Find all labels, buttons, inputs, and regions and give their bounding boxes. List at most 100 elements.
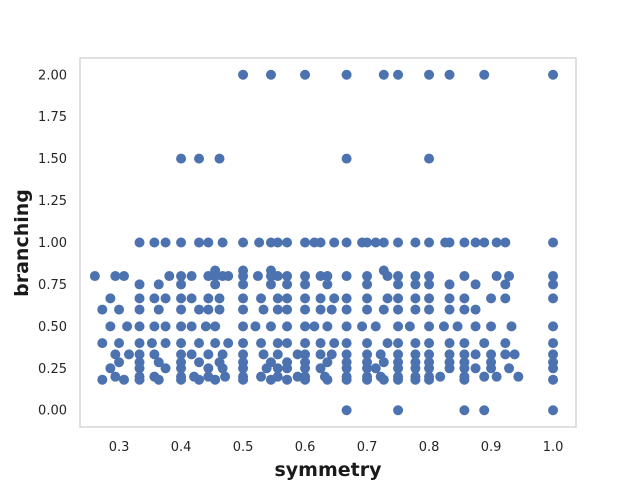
data-point bbox=[105, 321, 116, 332]
data-point bbox=[410, 237, 421, 248]
data-point bbox=[176, 237, 187, 248]
data-point bbox=[300, 304, 311, 315]
data-point bbox=[210, 279, 221, 290]
data-point bbox=[444, 69, 455, 80]
data-point bbox=[186, 321, 197, 332]
data-point bbox=[265, 321, 276, 332]
x-tick-label: 0.4 bbox=[171, 440, 192, 455]
data-point bbox=[134, 338, 145, 349]
data-point bbox=[424, 293, 435, 304]
data-point bbox=[160, 293, 171, 304]
data-point bbox=[238, 374, 249, 385]
data-point bbox=[238, 338, 249, 349]
data-point bbox=[105, 293, 116, 304]
data-point bbox=[424, 304, 435, 315]
data-point bbox=[479, 237, 490, 248]
data-point bbox=[238, 304, 249, 315]
data-point bbox=[322, 321, 333, 332]
data-point bbox=[119, 271, 130, 282]
data-point bbox=[378, 304, 389, 315]
data-point bbox=[470, 279, 481, 290]
data-point bbox=[357, 321, 368, 332]
data-point bbox=[410, 293, 421, 304]
data-point bbox=[341, 321, 352, 332]
data-point bbox=[238, 321, 249, 332]
data-point bbox=[378, 69, 389, 80]
data-point bbox=[341, 363, 352, 374]
data-point bbox=[459, 338, 470, 349]
data-point bbox=[149, 293, 160, 304]
data-point bbox=[210, 338, 221, 349]
data-point bbox=[282, 237, 293, 248]
data-point bbox=[176, 349, 187, 360]
data-point bbox=[444, 338, 455, 349]
data-point bbox=[238, 293, 249, 304]
data-point bbox=[203, 304, 214, 315]
data-point bbox=[160, 237, 171, 248]
data-point bbox=[315, 363, 326, 374]
data-point bbox=[410, 279, 421, 290]
data-point bbox=[110, 371, 121, 382]
data-point bbox=[362, 293, 373, 304]
data-point bbox=[424, 153, 435, 164]
data-points bbox=[89, 69, 559, 416]
data-point bbox=[149, 237, 160, 248]
data-point bbox=[486, 293, 497, 304]
data-point bbox=[370, 363, 381, 374]
data-point bbox=[504, 363, 515, 374]
data-point bbox=[272, 237, 283, 248]
data-point bbox=[282, 363, 293, 374]
data-point bbox=[176, 153, 187, 164]
data-point bbox=[548, 405, 559, 416]
data-point bbox=[341, 349, 352, 360]
data-point bbox=[491, 371, 502, 382]
data-point bbox=[326, 304, 337, 315]
data-point bbox=[479, 371, 490, 382]
y-tick-label: 1.50 bbox=[38, 152, 67, 167]
data-point bbox=[210, 374, 221, 385]
data-point bbox=[504, 271, 515, 282]
data-point bbox=[322, 279, 333, 290]
data-point bbox=[256, 338, 267, 349]
data-point bbox=[424, 374, 435, 385]
data-point bbox=[89, 271, 100, 282]
y-axis-title: branching bbox=[11, 189, 33, 297]
data-point bbox=[393, 279, 404, 290]
data-point bbox=[194, 153, 205, 164]
data-point bbox=[265, 279, 276, 290]
data-point bbox=[329, 338, 340, 349]
data-point bbox=[424, 363, 435, 374]
data-point bbox=[315, 349, 326, 360]
data-point bbox=[459, 374, 470, 385]
data-point bbox=[382, 293, 393, 304]
data-point bbox=[470, 363, 481, 374]
data-point bbox=[375, 349, 386, 360]
data-point bbox=[393, 304, 404, 315]
data-point bbox=[176, 321, 187, 332]
data-point bbox=[258, 304, 269, 315]
data-point bbox=[203, 349, 214, 360]
data-point bbox=[548, 69, 559, 80]
data-point bbox=[194, 338, 205, 349]
data-point bbox=[176, 304, 187, 315]
data-point bbox=[203, 237, 214, 248]
data-point bbox=[272, 271, 283, 282]
data-point bbox=[110, 271, 121, 282]
data-point bbox=[444, 293, 455, 304]
data-point bbox=[134, 321, 145, 332]
data-point bbox=[459, 271, 470, 282]
x-tick-label: 0.7 bbox=[357, 440, 378, 455]
data-point bbox=[548, 321, 559, 332]
data-point bbox=[300, 374, 311, 385]
data-point bbox=[362, 338, 373, 349]
data-point bbox=[300, 363, 311, 374]
data-point bbox=[341, 153, 352, 164]
data-point bbox=[194, 304, 205, 315]
data-point bbox=[329, 293, 340, 304]
data-point bbox=[362, 374, 373, 385]
data-point bbox=[153, 374, 164, 385]
data-point bbox=[272, 293, 283, 304]
data-point bbox=[548, 374, 559, 385]
data-point bbox=[341, 237, 352, 248]
data-point bbox=[110, 349, 121, 360]
